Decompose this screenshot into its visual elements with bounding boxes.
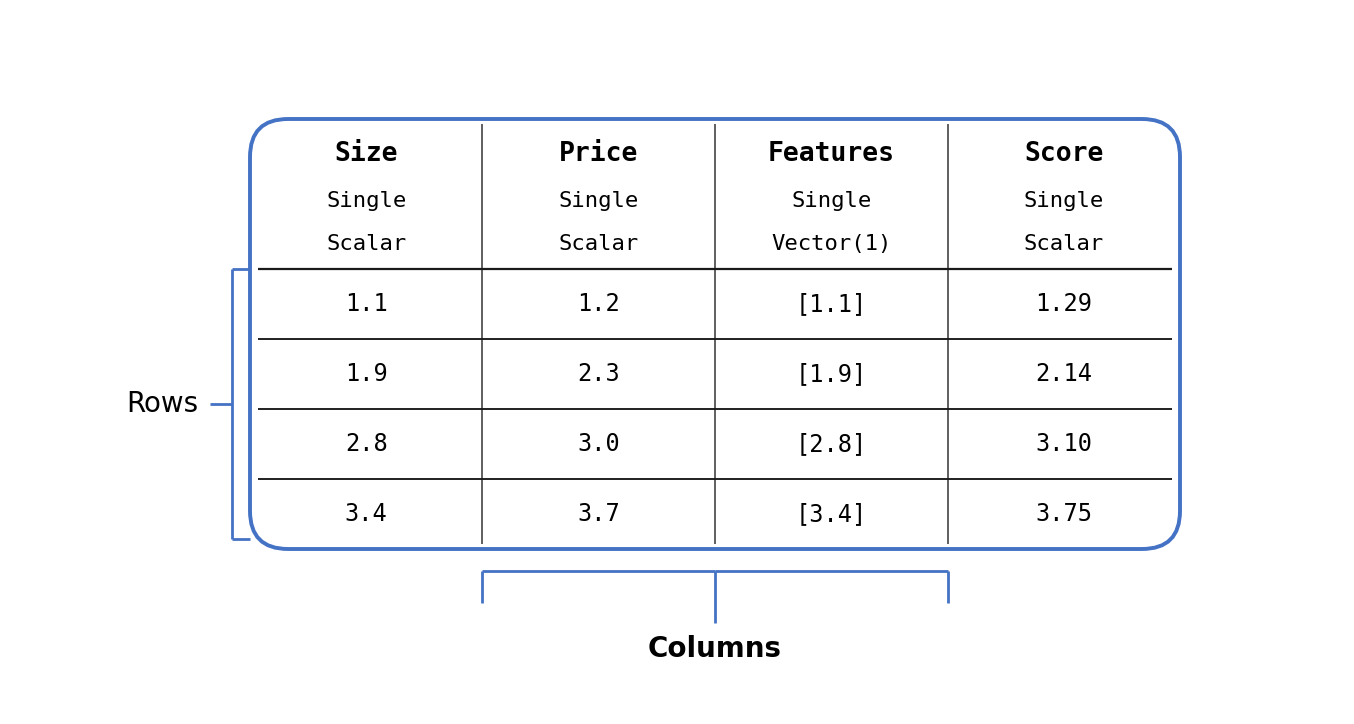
Text: [1.9]: [1.9] [796, 362, 867, 386]
Text: Single: Single [1024, 191, 1104, 211]
Text: [3.4]: [3.4] [796, 502, 867, 526]
Text: Single: Single [326, 191, 406, 211]
Text: [2.8]: [2.8] [796, 432, 867, 456]
Text: 1.2: 1.2 [577, 292, 620, 316]
Text: 3.7: 3.7 [577, 502, 620, 526]
Text: 2.14: 2.14 [1036, 362, 1093, 386]
Text: [1.1]: [1.1] [796, 292, 867, 316]
Text: Scalar: Scalar [559, 234, 639, 254]
Text: 2.8: 2.8 [345, 432, 387, 456]
Text: 3.10: 3.10 [1036, 432, 1093, 456]
Text: 3.75: 3.75 [1036, 502, 1093, 526]
Text: 1.29: 1.29 [1036, 292, 1093, 316]
Text: Features: Features [768, 141, 895, 167]
Text: Single: Single [559, 191, 639, 211]
Text: 1.9: 1.9 [345, 362, 387, 386]
Text: Scalar: Scalar [1024, 234, 1104, 254]
Text: Size: Size [334, 141, 398, 167]
Text: 2.3: 2.3 [577, 362, 620, 386]
FancyBboxPatch shape [250, 119, 1179, 549]
Text: Rows: Rows [126, 390, 198, 418]
Text: Vector(1): Vector(1) [770, 234, 891, 254]
Text: Score: Score [1024, 141, 1104, 167]
Text: Columns: Columns [649, 635, 783, 663]
Text: Price: Price [559, 141, 639, 167]
Text: 1.1: 1.1 [345, 292, 387, 316]
Text: Scalar: Scalar [326, 234, 406, 254]
Text: 3.0: 3.0 [577, 432, 620, 456]
Text: Single: Single [791, 191, 872, 211]
Text: 3.4: 3.4 [345, 502, 387, 526]
